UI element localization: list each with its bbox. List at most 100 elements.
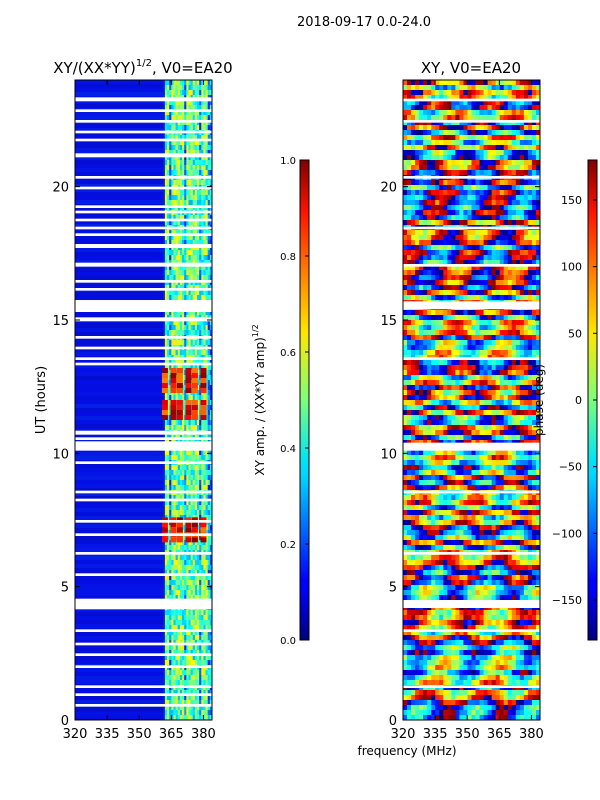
phase-cell <box>523 115 529 121</box>
phase-cell <box>431 215 436 221</box>
amp-band-cell <box>186 110 189 116</box>
amp-band-cell <box>188 105 192 111</box>
amp-band-cell <box>177 325 181 331</box>
amp-band-cell <box>209 680 212 686</box>
phase-cell <box>459 220 464 226</box>
amp-band-cell <box>175 235 179 241</box>
amp-band-cell <box>199 500 202 506</box>
amp-band-cell <box>209 275 212 281</box>
amp-band-cell <box>201 565 204 571</box>
phase-cell <box>411 220 416 226</box>
amp-band-cell <box>169 660 172 666</box>
amp-band-cell <box>207 515 211 521</box>
phase-cell <box>415 90 420 96</box>
phase-cell <box>499 340 505 346</box>
amp-band-cell <box>186 650 189 656</box>
amp-band-cell <box>173 565 177 571</box>
amp-hot-cell <box>176 388 183 393</box>
amp-band-cell <box>184 475 187 481</box>
amp-band-cell <box>197 595 200 601</box>
amp-hot-cell <box>161 378 168 383</box>
amp-band-cell <box>177 655 181 661</box>
phase-cell <box>439 105 444 111</box>
amp-hot-cell <box>176 410 183 415</box>
amp-band-cell <box>207 90 211 96</box>
phase-cell <box>491 205 497 211</box>
phase-cell <box>439 345 444 351</box>
amp-band-cell <box>171 470 174 476</box>
phase-cell <box>443 340 448 346</box>
amp-band-cell <box>197 420 200 426</box>
amp-band-cell <box>192 480 196 486</box>
phase-cell <box>419 335 424 341</box>
amp-band-cell <box>209 105 212 111</box>
phase-cell <box>495 285 501 291</box>
amp-band-cell <box>209 90 212 96</box>
amp-band-cell <box>197 190 200 196</box>
amp-noise-row <box>75 452 163 456</box>
phase-cell <box>519 145 525 151</box>
phase-cell <box>479 195 485 201</box>
amp-band-cell <box>182 555 185 561</box>
phase-cell <box>479 90 485 96</box>
phase-cell <box>447 150 452 156</box>
amp-band-cell <box>201 360 204 366</box>
amp-noise-row <box>75 476 163 480</box>
phase-cell <box>467 255 472 261</box>
amp-band-cell <box>169 630 172 636</box>
amp-band-cell <box>203 115 207 121</box>
amp-band-cell <box>186 165 189 171</box>
phase-cell <box>443 245 448 251</box>
amp-band-cell <box>177 230 181 236</box>
amp-band-cell <box>209 215 212 221</box>
phase-cell <box>407 270 412 276</box>
phase-cell <box>495 280 501 286</box>
amp-band-cell <box>167 645 170 651</box>
amp-band-cell <box>169 695 172 701</box>
amp-band-cell <box>186 135 189 141</box>
amp-band-cell <box>190 190 194 196</box>
amp-band-cell <box>188 645 192 651</box>
amp-flagged-row <box>75 642 212 646</box>
phase-cell <box>419 315 424 321</box>
phase-cell <box>471 110 477 116</box>
amp-band-cell <box>203 90 207 96</box>
amp-hot-cell <box>185 378 192 383</box>
amp-band-cell <box>188 635 192 641</box>
phase-cell <box>431 90 436 96</box>
amp-band-cell <box>173 360 177 366</box>
amp-band-cell <box>201 325 204 331</box>
amp-noise-row <box>75 220 163 224</box>
phase-cell <box>431 245 436 251</box>
phase-cell <box>487 230 493 236</box>
amp-band-cell <box>194 100 198 106</box>
phase-cell <box>407 280 412 286</box>
amp-band-cell <box>201 135 204 141</box>
amp-band-cell <box>199 625 202 631</box>
phase-cell <box>487 325 493 331</box>
amp-band-cell <box>177 660 181 666</box>
phase-cell <box>411 90 416 96</box>
phase-cell <box>403 260 408 266</box>
phase-cell <box>411 280 416 286</box>
phase-cell <box>415 155 420 161</box>
phase-cell <box>495 100 501 106</box>
amp-band-cell <box>186 510 189 516</box>
amp-band-cell <box>192 240 196 246</box>
amp-band-cell <box>209 450 212 456</box>
phase-cell <box>431 130 436 136</box>
amp-band-cell <box>171 595 174 601</box>
phase-cell <box>447 230 452 236</box>
phase-cell <box>495 240 501 246</box>
amp-band-cell <box>184 275 187 281</box>
amp-band-cell <box>169 635 172 641</box>
amp-band-cell <box>205 705 209 711</box>
amp-band-cell <box>186 420 189 426</box>
phase-cell <box>475 105 481 111</box>
amp-band-cell <box>201 480 204 486</box>
phase-cell <box>403 85 408 91</box>
amp-band-cell <box>199 650 202 656</box>
phase-cell <box>451 235 456 241</box>
